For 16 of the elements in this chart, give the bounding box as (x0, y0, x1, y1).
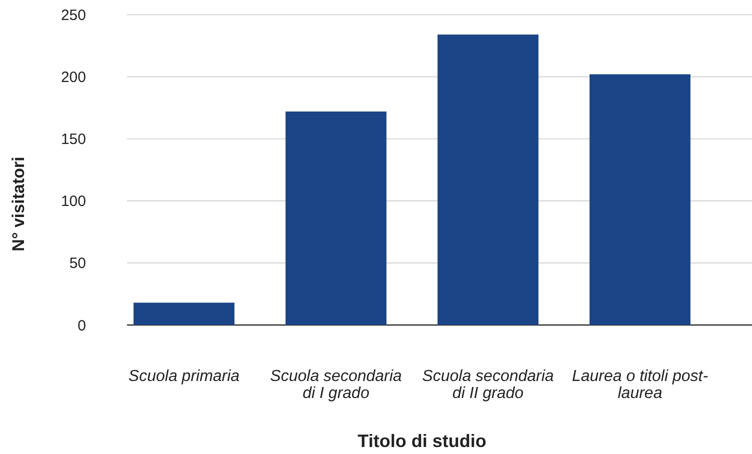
x-tick-label: Scuola secondaria di II grado (422, 368, 554, 402)
x-tick-label: Scuola secondaria di I grado (270, 368, 402, 402)
bar (438, 34, 538, 325)
y-tick-label: 250 (60, 6, 86, 24)
y-axis-title: N° visitatori (9, 156, 28, 252)
y-tick-label: 50 (69, 255, 86, 272)
x-tick-label: Scuola primaria (128, 368, 240, 385)
x-tick-label: Laurea o titoli post-laurea (572, 368, 708, 402)
y-tick-label: 0 (78, 317, 86, 334)
bar (134, 302, 234, 325)
y-tick-label: 200 (60, 69, 86, 86)
bar (286, 112, 386, 325)
bar (590, 74, 690, 325)
y-tick-label: 150 (60, 131, 86, 148)
y-tick-label: 100 (60, 193, 86, 210)
x-axis-title: Titolo di studio (358, 431, 486, 451)
